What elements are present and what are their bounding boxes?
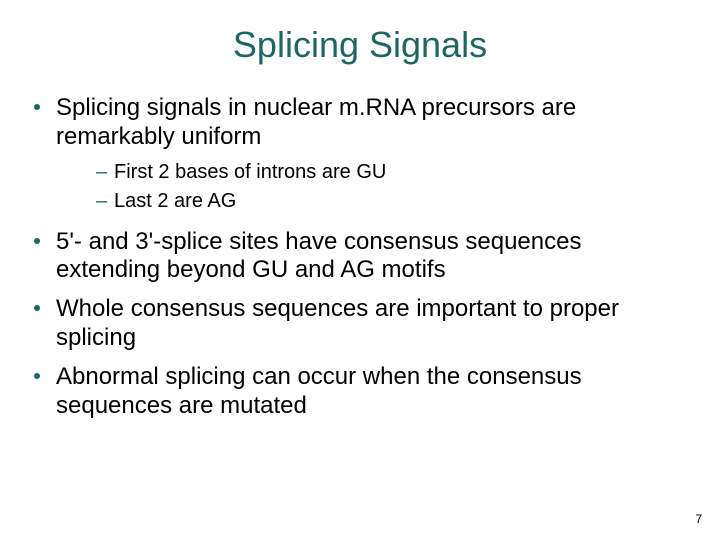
bullet-dot-icon bbox=[34, 373, 40, 379]
bullet-text: 5'- and 3'-splice sites have consensus s… bbox=[56, 228, 581, 284]
bullet-item: Whole consensus sequences are important … bbox=[28, 295, 692, 353]
bullet-item: Abnormal splicing can occur when the con… bbox=[28, 363, 692, 421]
bullet-dot-icon bbox=[34, 305, 40, 311]
sub-list: – First 2 bases of introns are GU – Last… bbox=[56, 160, 692, 214]
sub-item: – Last 2 are AG bbox=[56, 189, 692, 214]
bullet-text: Whole consensus sequences are important … bbox=[56, 295, 619, 351]
bullet-dot-icon bbox=[34, 238, 40, 244]
bullet-dot-icon bbox=[34, 104, 40, 110]
bullet-item: 5'- and 3'-splice sites have consensus s… bbox=[28, 228, 692, 286]
dash-icon: – bbox=[96, 189, 107, 214]
bullet-item: Splicing signals in nuclear m.RNA precur… bbox=[28, 94, 692, 214]
sub-text: Last 2 are AG bbox=[114, 190, 236, 212]
bullet-text: Abnormal splicing can occur when the con… bbox=[56, 363, 582, 419]
sub-item: – First 2 bases of introns are GU bbox=[56, 160, 692, 185]
bullet-list: Splicing signals in nuclear m.RNA precur… bbox=[28, 94, 692, 420]
dash-icon: – bbox=[96, 160, 107, 185]
slide-title: Splicing Signals bbox=[28, 24, 692, 66]
sub-text: First 2 bases of introns are GU bbox=[114, 161, 386, 183]
page-number: 7 bbox=[695, 512, 702, 526]
bullet-text: Splicing signals in nuclear m.RNA precur… bbox=[56, 94, 576, 150]
